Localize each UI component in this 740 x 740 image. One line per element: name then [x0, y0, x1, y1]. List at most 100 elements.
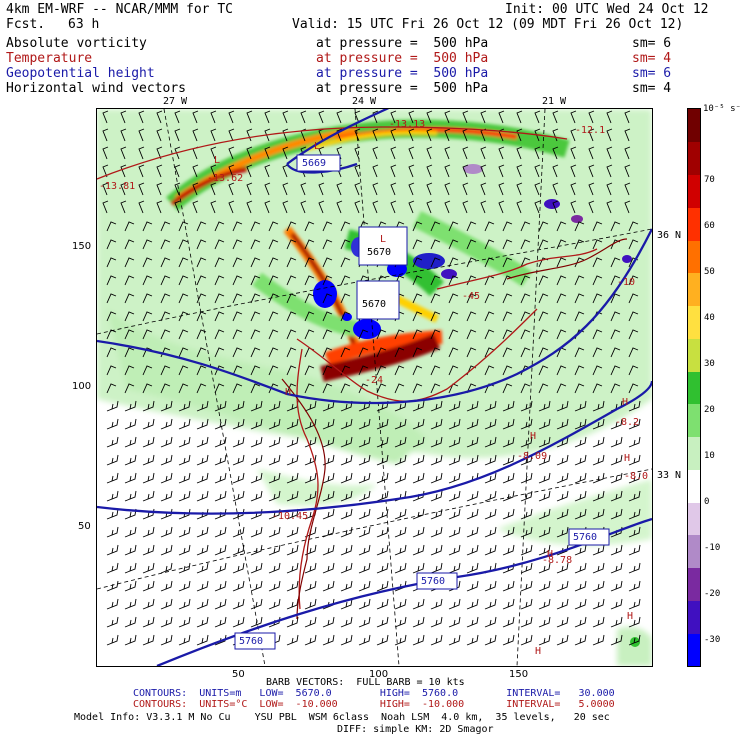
wind-barb — [124, 221, 135, 232]
wind-barb — [430, 221, 441, 232]
wind-barb — [376, 508, 389, 520]
wind-barb — [174, 146, 181, 160]
wind-barb — [520, 634, 533, 646]
wind-barb — [304, 221, 315, 232]
wind-barb — [102, 200, 109, 214]
wind-barb — [322, 311, 333, 322]
wind-barb — [538, 383, 549, 394]
wind-barb — [160, 598, 173, 610]
wind-barb — [592, 454, 605, 466]
wind-barb — [322, 508, 335, 520]
height-label: 5670 — [367, 247, 392, 258]
wind-barb — [484, 239, 495, 250]
wind-barb — [376, 418, 389, 430]
wind-barb — [574, 472, 587, 484]
wind-barb — [628, 383, 639, 394]
wind-barb — [484, 580, 497, 592]
wind-barb — [268, 275, 279, 286]
wind-barb — [466, 634, 479, 646]
wind-barb — [502, 329, 513, 340]
wind-barb — [376, 544, 389, 556]
wind-barb — [592, 436, 605, 448]
wind-barb — [304, 490, 317, 502]
wind-barb — [124, 526, 137, 538]
wind-barb — [322, 580, 335, 592]
wind-barb — [534, 128, 541, 142]
wind-barb — [516, 182, 523, 196]
wind-barb — [574, 508, 587, 520]
wind-barb — [214, 347, 225, 358]
wind-barb — [250, 544, 263, 556]
wind-barb — [574, 418, 587, 430]
wind-barb — [214, 275, 225, 286]
wind-barb — [502, 239, 513, 250]
wind-barb — [628, 490, 641, 502]
y-tick-50: 50 — [78, 521, 91, 532]
wind-barb — [124, 311, 135, 322]
wind-barb — [196, 293, 207, 304]
wind-barb — [430, 347, 441, 358]
temp-label: -8.09 — [517, 451, 548, 462]
wind-barb — [624, 182, 631, 196]
wind-barb — [250, 257, 261, 268]
wind-barb — [610, 365, 621, 376]
wind-barb — [250, 418, 263, 430]
wind-barb — [448, 347, 459, 358]
wind-barb — [178, 239, 189, 250]
wind-barb — [556, 400, 569, 412]
wind-barb — [538, 580, 551, 592]
wind-barb — [120, 110, 127, 124]
wind-barb — [574, 580, 587, 592]
x-tick-100: 100 — [369, 669, 389, 680]
wind-barb — [120, 164, 127, 178]
wind-barb — [358, 508, 371, 520]
wind-barb — [412, 329, 423, 340]
wind-barb — [538, 418, 551, 430]
wind-barb — [340, 544, 353, 556]
wind-barb — [376, 616, 389, 628]
wind-barb — [106, 598, 119, 610]
wind-barb — [106, 383, 117, 394]
wind-barb — [264, 128, 271, 142]
forecast-hour: 63 h — [68, 17, 100, 32]
wind-barb — [214, 383, 225, 394]
wind-barb — [430, 526, 443, 538]
wind-barb — [340, 526, 353, 538]
wind-barb — [408, 110, 415, 124]
wind-barb — [286, 221, 297, 232]
wind-barb — [588, 110, 595, 124]
wind-barb — [592, 616, 605, 628]
wind-barb — [106, 418, 119, 430]
wind-barb — [264, 146, 271, 160]
wind-barb — [628, 221, 639, 232]
wind-barb — [624, 146, 631, 160]
wind-barb — [484, 526, 497, 538]
wind-barb — [408, 128, 415, 142]
wind-barb — [286, 365, 297, 376]
wind-barb — [426, 200, 433, 214]
wind-barb — [466, 598, 479, 610]
wind-barb — [430, 454, 443, 466]
field-level-temperature: at pressure = 500 hPa — [316, 51, 489, 66]
wind-barb — [466, 400, 479, 412]
wind-barb — [214, 436, 227, 448]
height-label-boxes — [234, 154, 610, 650]
wind-barb — [124, 580, 137, 592]
wind-barb — [250, 400, 263, 412]
wind-barb — [322, 436, 335, 448]
wind-barb — [592, 580, 605, 592]
wind-barb — [538, 616, 551, 628]
wind-barb — [462, 182, 469, 196]
wind-barb — [268, 454, 281, 466]
wind-barb — [628, 598, 641, 610]
wind-barb — [480, 164, 487, 178]
wind-barb — [142, 418, 155, 430]
wind-barb — [142, 616, 155, 628]
wind-barb — [142, 580, 155, 592]
wind-barb — [106, 239, 117, 250]
wind-barb — [160, 634, 173, 646]
wind-barb — [430, 311, 441, 322]
wind-barb — [250, 508, 263, 520]
wind-barb — [534, 164, 541, 178]
wind-barb — [592, 472, 605, 484]
